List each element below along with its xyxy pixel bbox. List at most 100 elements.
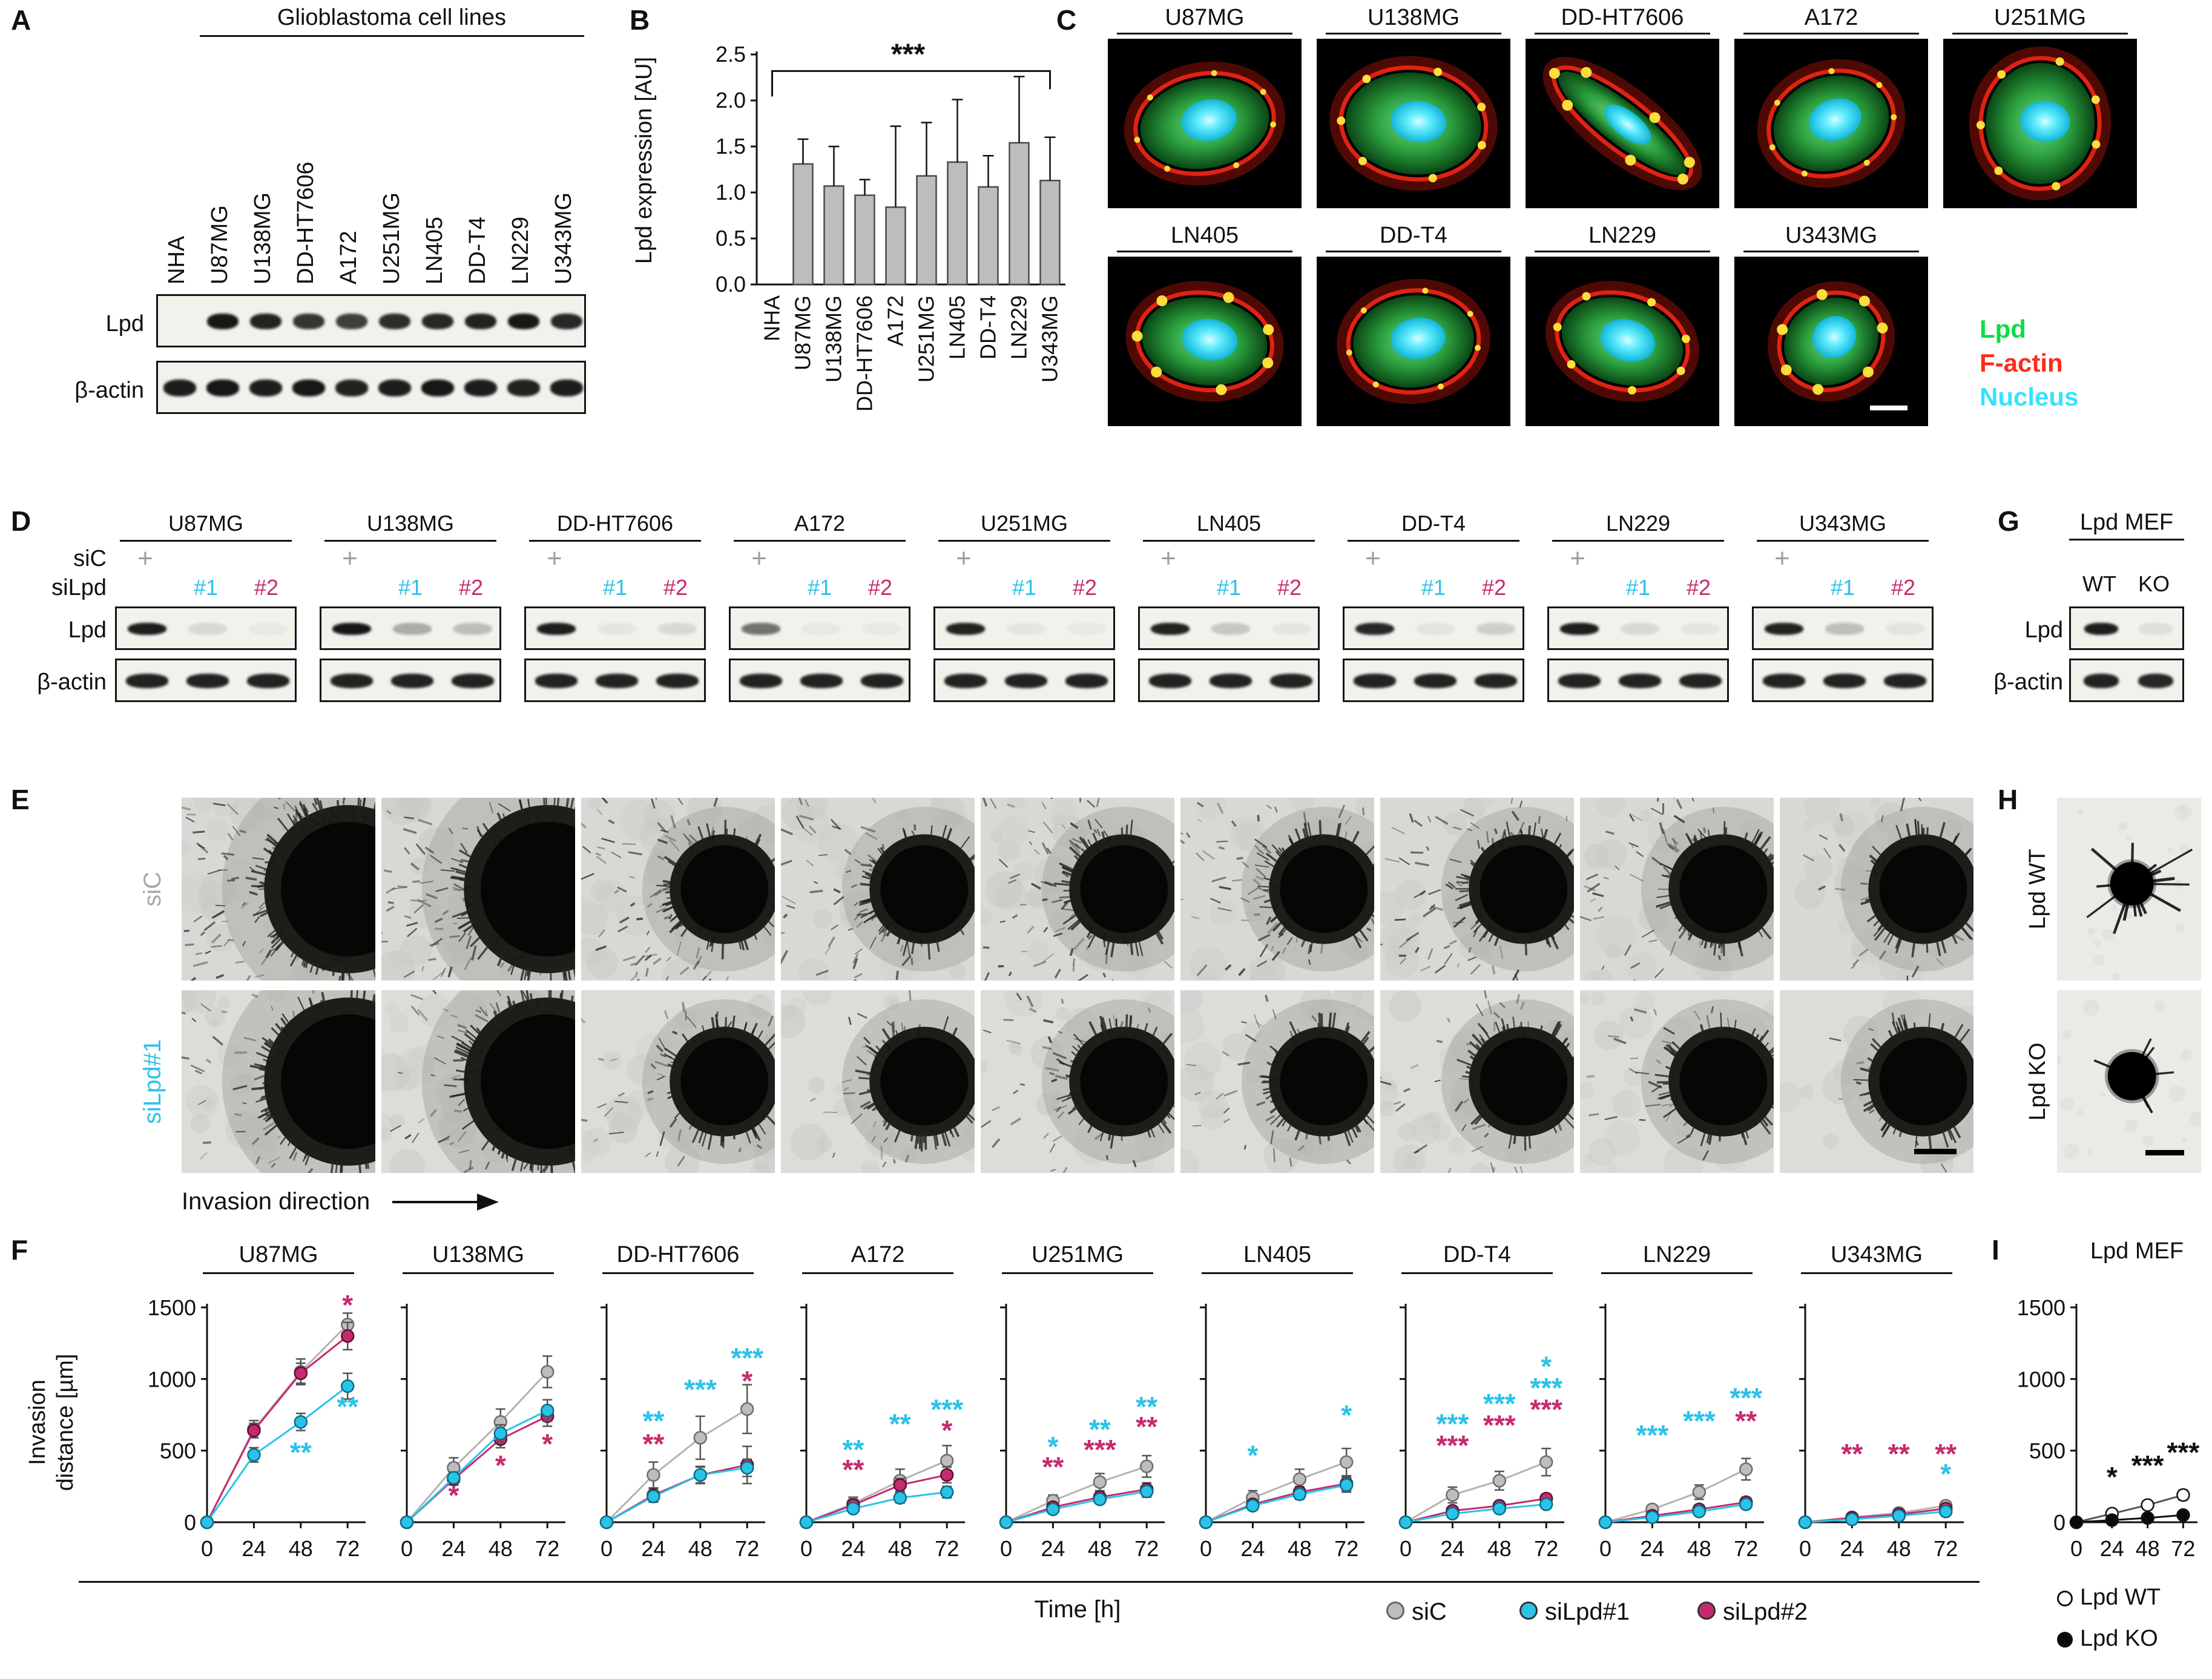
panel-g-underline	[2069, 539, 2184, 540]
panel-g-lpd-label: Lpd	[2024, 617, 2063, 643]
invasion-image-silpd1-U251MG	[981, 990, 1174, 1173]
lane-label-LN229: LN229	[507, 217, 533, 284]
protein-band	[1355, 623, 1394, 635]
svg-text:U87MG: U87MG	[791, 295, 815, 370]
western-blot-d-lpd-U343MG	[1752, 606, 1934, 650]
panel-d-title-U138MG: U138MG	[366, 511, 455, 536]
cell-image-underline	[1535, 33, 1710, 34]
svg-text:24: 24	[1240, 1536, 1265, 1561]
svg-text:*: *	[2107, 1461, 2118, 1493]
svg-text:NHA: NHA	[760, 295, 785, 341]
panel-f-ylabel-1: Invasion	[25, 1379, 51, 1465]
protein-band	[2084, 674, 2119, 688]
panel-d-title-LN405: LN405	[1196, 511, 1262, 536]
silpd-row-label: siLpd	[51, 575, 107, 600]
fluorescence-image-DD-T4	[1317, 257, 1510, 426]
protein-band	[188, 623, 227, 635]
svg-text:*: *	[542, 1428, 553, 1459]
fluorescence-image-U87MG	[1108, 39, 1302, 208]
silpd1-mark: #1	[1012, 575, 1037, 600]
protein-band	[507, 380, 540, 396]
silpd2-mark: #2	[867, 575, 893, 600]
protein-band	[128, 623, 166, 635]
silpd1-mark: #1	[1830, 575, 1855, 600]
protein-band	[1272, 623, 1311, 635]
panel-a-label: A	[11, 4, 31, 36]
panel-d-title-underline	[938, 540, 1110, 542]
western-blot-d-actin-U343MG	[1752, 659, 1934, 702]
fluorescence-image-LN229	[1526, 257, 1719, 426]
svg-text:72: 72	[1734, 1536, 1758, 1561]
protein-band	[1619, 674, 1661, 688]
svg-text:*: *	[1541, 1351, 1552, 1382]
protein-band	[421, 314, 453, 329]
protein-band	[658, 623, 697, 635]
invasion-chart-title-LN405: LN405	[1243, 1242, 1311, 1267]
invasion-chart-DD-T4: 0 24 48 72*******************	[1398, 1304, 1564, 1561]
protein-band	[292, 380, 325, 396]
legend-factin-stain: F-actin	[1980, 349, 2063, 377]
svg-text:0: 0	[201, 1536, 213, 1561]
western-blot-d-lpd-U87MG	[115, 606, 297, 650]
protein-band	[656, 674, 699, 688]
protein-band	[163, 380, 196, 396]
svg-text:U138MG: U138MG	[821, 295, 846, 383]
svg-text:72: 72	[2171, 1536, 2195, 1561]
legend-sic-dot	[1386, 1602, 1404, 1620]
svg-text:*: *	[1940, 1458, 1951, 1490]
western-blot-d-lpd-U251MG	[933, 606, 1115, 650]
cell-image-underline	[1326, 251, 1501, 252]
silpd1-mark: #1	[602, 575, 628, 600]
cell-image-title-DD-HT7606: DD-HT7606	[1561, 5, 1684, 30]
svg-text:*: *	[495, 1450, 506, 1481]
western-blot-d-actin-LN405	[1138, 659, 1320, 702]
invasion-chart-A172: 0 24 48 72****** ****	[799, 1304, 965, 1561]
svg-text:DD-HT7606: DD-HT7606	[852, 295, 877, 412]
cell-image-title-U343MG: U343MG	[1785, 223, 1878, 248]
panel-e-label: E	[11, 784, 30, 815]
svg-text:DD-T4: DD-T4	[976, 295, 1001, 360]
svg-text:***: ***	[1437, 1430, 1469, 1461]
svg-text:***: ***	[684, 1373, 717, 1405]
silpd2-mark: #2	[458, 575, 484, 600]
legend-silpd2-dot	[1697, 1602, 1716, 1620]
ko-lane-label: KO	[2138, 571, 2170, 596]
fluorescence-image-U251MG	[1943, 39, 2137, 208]
silpd2-mark: #2	[1072, 575, 1098, 600]
protein-band	[1823, 674, 1866, 688]
panel-d-title-underline	[1757, 540, 1929, 542]
svg-text:48: 48	[1288, 1536, 1312, 1561]
silpd2-mark: #2	[254, 575, 279, 600]
fluorescence-image-LN405	[1108, 257, 1302, 426]
sic-plus-mark: +	[1160, 544, 1176, 573]
legend-lpd-ko-dot	[2057, 1632, 2073, 1648]
protein-band	[186, 674, 229, 688]
svg-text:***: ***	[1530, 1394, 1562, 1425]
cell-image-title-LN405: LN405	[1171, 223, 1239, 248]
fluorescence-image-U343MG	[1734, 257, 1928, 426]
invasion-image-silpd1-A172	[781, 990, 975, 1173]
svg-text:U343MG: U343MG	[1038, 295, 1062, 383]
sic-plus-mark: +	[1570, 544, 1585, 573]
protein-band	[507, 314, 539, 329]
invasion-image-silpd1-LN229	[1580, 990, 1774, 1173]
invasion-image-sic-U138MG	[381, 798, 575, 981]
svg-text:72: 72	[935, 1536, 959, 1561]
western-blot-a-lpd	[156, 294, 586, 347]
svg-text:LN229: LN229	[1007, 295, 1032, 360]
time-axis-label: Time [h]	[1034, 1596, 1121, 1623]
invasion-chart-U138MG: 0 24 48 72 * * *	[400, 1304, 565, 1561]
protein-band	[247, 674, 289, 688]
invasion-chart-title-U87MG: U87MG	[239, 1242, 318, 1267]
invasion-chart-title-underline	[602, 1272, 754, 1274]
cell-image-underline	[1952, 33, 2128, 34]
cell-image-underline	[1535, 251, 1710, 252]
protein-band	[335, 380, 368, 396]
lane-label-U87MG: U87MG	[206, 205, 232, 284]
invasion-chart-title-U138MG: U138MG	[432, 1242, 525, 1267]
protein-band	[1884, 674, 1926, 688]
svg-text:24: 24	[2100, 1536, 2124, 1561]
sic-plus-mark: +	[1774, 544, 1790, 573]
protein-band	[292, 314, 324, 329]
protein-band	[391, 674, 433, 688]
